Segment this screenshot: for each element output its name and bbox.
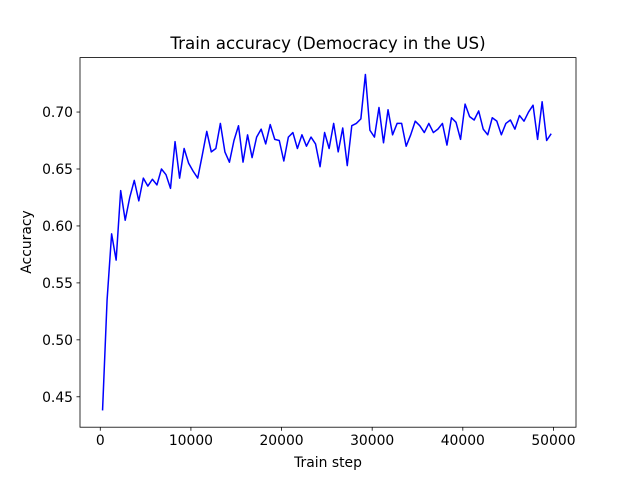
chart-title: Train accuracy (Democracy in the US)	[169, 33, 485, 53]
x-tick-label: 40000	[441, 433, 485, 449]
x-tick-label: 10000	[169, 433, 213, 449]
axes-frame	[79, 57, 577, 428]
x-tick-label: 30000	[350, 433, 394, 449]
x-axis-label: Train step	[293, 455, 362, 471]
x-tick-label: 50000	[531, 433, 575, 449]
x-tick-label: 20000	[259, 433, 303, 449]
x-tick-label: 0	[96, 433, 105, 449]
y-tick-label: 0.55	[42, 276, 73, 292]
y-tick-label: 0.65	[42, 162, 73, 178]
y-tick-label: 0.60	[42, 219, 73, 235]
y-tick-label: 0.50	[42, 333, 73, 349]
y-axis-label: Accuracy	[19, 210, 35, 273]
y-tick-label: 0.45	[42, 390, 73, 406]
data-line	[101, 73, 552, 411]
y-tick-label: 0.70	[42, 105, 73, 121]
